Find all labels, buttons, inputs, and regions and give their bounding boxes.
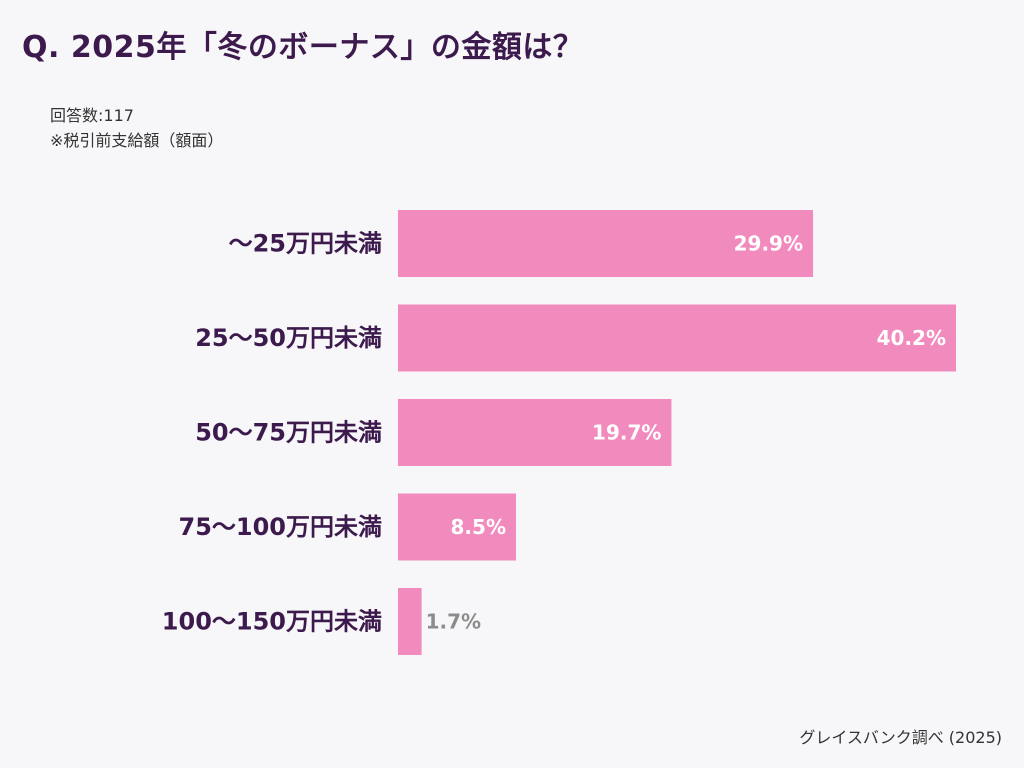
value-label-1: 40.2% bbox=[877, 326, 946, 350]
value-label-4: 1.7% bbox=[426, 610, 481, 634]
value-label-2: 19.7% bbox=[592, 421, 661, 445]
category-label-3: 75〜100万円未満 bbox=[179, 513, 383, 541]
source-credit: グレイスバンク調べ (2025) bbox=[799, 728, 1002, 747]
respondents-note: 回答数:117 bbox=[50, 106, 134, 125]
value-label-3: 8.5% bbox=[451, 515, 506, 539]
bar-0 bbox=[398, 210, 814, 277]
category-label-1: 25〜50万円未満 bbox=[195, 324, 382, 352]
bar-3 bbox=[398, 493, 516, 561]
category-label-0: 〜25万円未満 bbox=[229, 230, 382, 258]
bar-2 bbox=[398, 399, 672, 466]
bar-1 bbox=[398, 304, 956, 372]
bar-4 bbox=[398, 588, 422, 655]
value-label-0: 29.9% bbox=[734, 232, 803, 256]
basis-note: ※税引前支給額（額面） bbox=[50, 131, 224, 150]
chart-title: Q. 2025年「冬のボーナス」の金額は？ bbox=[22, 30, 584, 65]
category-label-4: 100〜150万円未満 bbox=[162, 608, 382, 636]
category-label-2: 50〜75万円未満 bbox=[195, 419, 382, 447]
